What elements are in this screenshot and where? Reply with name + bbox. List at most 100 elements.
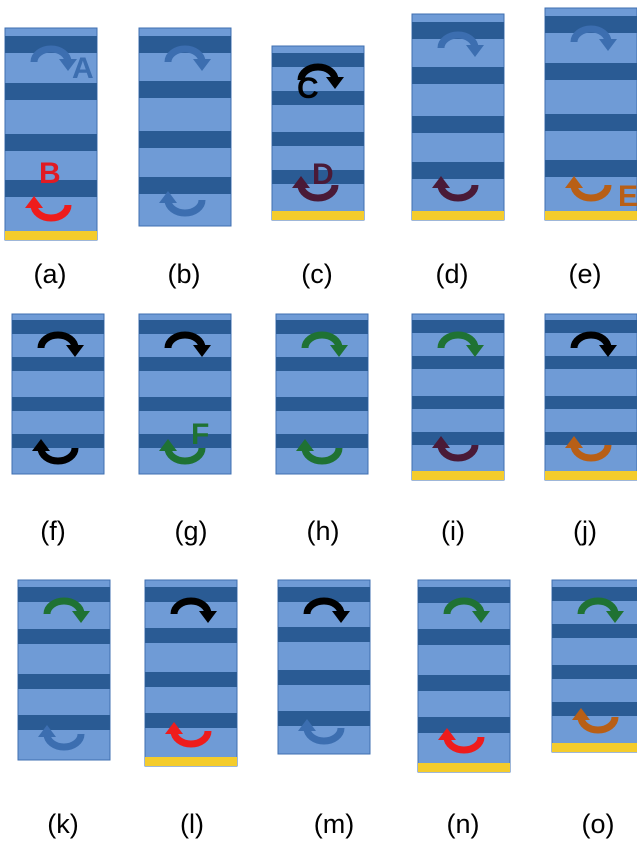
dark-layer-stripe <box>545 356 637 369</box>
dark-layer-stripe <box>139 434 231 448</box>
dark-layer-stripe <box>139 320 231 334</box>
dark-layer-stripe <box>139 397 231 411</box>
dark-layer-stripe <box>418 675 510 691</box>
dark-layer-stripe <box>412 356 504 369</box>
panel-i <box>411 313 505 481</box>
dark-layer-stripe <box>276 320 368 334</box>
panel-caption: (e) <box>569 259 602 289</box>
substrate-layer <box>145 757 237 766</box>
bottom-rotation-arrow-icon <box>296 439 343 465</box>
top-rotation-arrow-icon <box>570 25 617 51</box>
top-rotation-arrow-icon <box>297 63 344 89</box>
substrate-layer <box>412 211 504 220</box>
top-rotation-arrow-icon <box>443 597 490 623</box>
dark-layer-stripe <box>139 357 231 371</box>
dark-layer-stripe <box>552 702 637 716</box>
dark-layer-stripe <box>5 180 97 197</box>
dark-layer-stripe <box>545 160 637 177</box>
panel-body <box>17 579 111 761</box>
dark-layer-stripe <box>545 16 637 33</box>
substrate-layer <box>272 211 364 220</box>
bottom-label-letter: D <box>312 158 334 191</box>
dark-layer-stripe <box>18 587 110 602</box>
bottom-rotation-arrow-icon <box>432 436 479 462</box>
dark-layer-stripe <box>18 674 110 689</box>
panel-m <box>277 579 371 755</box>
panel-body <box>277 579 371 755</box>
panel-h <box>275 313 369 475</box>
panel-n <box>417 579 511 773</box>
dark-layer-stripe <box>552 624 637 638</box>
bottom-rotation-arrow-icon <box>165 722 212 748</box>
dark-layer-stripe <box>412 396 504 409</box>
bottom-rotation-arrow-icon <box>565 436 612 462</box>
dark-layer-stripe <box>545 432 637 445</box>
dark-layer-stripe <box>145 587 237 602</box>
panel-k <box>17 579 111 761</box>
bottom-rotation-arrow-icon <box>159 439 206 465</box>
bottom-rotation-arrow-icon <box>572 708 619 734</box>
dark-layer-stripe <box>272 91 364 105</box>
dark-layer-stripe <box>418 717 510 733</box>
dark-layer-stripe <box>272 170 364 184</box>
panel-c: CD <box>271 45 365 221</box>
bottom-label-letter: E <box>618 180 637 213</box>
panel-e: E <box>544 7 637 221</box>
dark-layer-stripe <box>5 134 97 151</box>
dark-layer-stripe <box>412 67 504 84</box>
dark-layer-stripe <box>18 715 110 730</box>
top-rotation-arrow-icon <box>164 45 211 71</box>
panel-caption: (h) <box>307 516 340 546</box>
dark-layer-stripe <box>545 63 637 80</box>
panel-body <box>138 27 232 227</box>
dark-layer-stripe <box>418 629 510 645</box>
dark-layer-stripe <box>545 396 637 409</box>
dark-layer-stripe <box>139 81 231 98</box>
substrate-layer <box>418 763 510 772</box>
top-rotation-arrow-icon <box>164 331 211 357</box>
dark-layer-stripe <box>5 36 97 53</box>
bottom-rotation-arrow-icon <box>438 728 485 754</box>
dark-layer-stripe <box>18 629 110 644</box>
substrate-layer <box>552 743 637 752</box>
top-rotation-arrow-icon <box>170 597 217 623</box>
top-rotation-arrow-icon <box>303 597 350 623</box>
top-rotation-arrow-icon <box>570 331 617 357</box>
dark-layer-stripe <box>145 628 237 643</box>
panel-b <box>138 27 232 227</box>
top-label-letter: A <box>72 52 94 85</box>
panel-caption: (j) <box>573 516 597 546</box>
top-rotation-arrow-icon <box>437 31 484 57</box>
dark-layer-stripe <box>278 587 370 602</box>
bottom-rotation-arrow-icon <box>159 191 206 217</box>
top-label-letter: C <box>297 72 319 105</box>
dark-layer-stripe <box>139 177 231 194</box>
panel-caption: (m) <box>314 809 354 839</box>
dark-layer-stripe <box>412 320 504 333</box>
dark-layer-stripe <box>276 397 368 411</box>
dark-layer-stripe <box>145 672 237 687</box>
panel-l <box>144 579 238 767</box>
bottom-rotation-arrow-icon <box>292 176 339 202</box>
panel-j <box>544 313 637 481</box>
panel-caption: (b) <box>168 259 201 289</box>
substrate-layer <box>545 211 637 220</box>
bottom-label-letter: B <box>39 157 61 190</box>
bottom-rotation-arrow-icon <box>32 439 79 465</box>
panel-caption: (a) <box>34 259 67 289</box>
dark-layer-stripe <box>272 53 364 67</box>
panels-layer: AB(a) (b)CD(c) (d)E(e)(f)F(g) (h) (i) (j)(k)(… <box>4 7 637 839</box>
dark-layer-stripe <box>139 131 231 148</box>
dark-layer-stripe <box>12 357 104 371</box>
bottom-rotation-arrow-icon <box>565 176 612 202</box>
dark-layer-stripe <box>552 665 637 679</box>
substrate-layer <box>412 471 504 480</box>
panel-caption: (f) <box>40 516 65 546</box>
dark-layer-stripe <box>412 116 504 133</box>
dark-layer-stripe <box>272 132 364 146</box>
dark-layer-stripe <box>545 114 637 131</box>
substrate-layer <box>5 231 97 240</box>
dark-layer-stripe <box>5 83 97 100</box>
panel-caption: (o) <box>582 809 615 839</box>
panel-d <box>411 13 505 221</box>
